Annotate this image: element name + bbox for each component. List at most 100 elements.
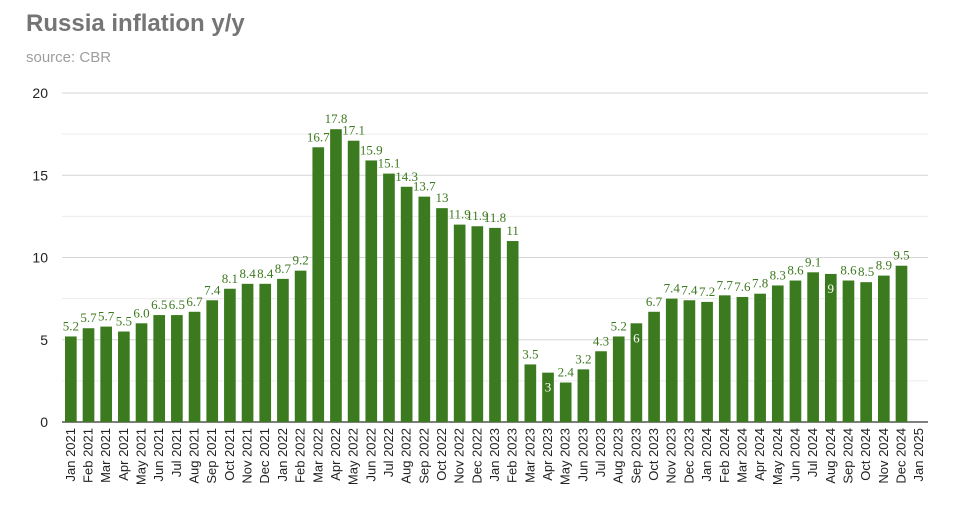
x-tick-label: Apr 2023 [540, 428, 555, 481]
data-label: 17.1 [342, 123, 365, 138]
x-tick-label: Jul 2022 [381, 428, 396, 477]
bar [824, 273, 837, 422]
bar [542, 372, 554, 422]
x-tick-label: Sep 2022 [416, 428, 431, 484]
data-label: 4.3 [593, 333, 609, 348]
bar [294, 270, 307, 422]
data-label: 8.6 [840, 263, 857, 278]
data-label: 7.6 [734, 279, 751, 294]
data-label: 13.7 [413, 179, 436, 194]
data-label: 5.7 [98, 309, 115, 324]
x-tick-label: Dec 2022 [469, 428, 484, 484]
data-label: 17.8 [325, 111, 348, 126]
data-label: 13 [435, 190, 448, 205]
x-tick-label: Sep 2023 [628, 428, 643, 484]
x-tick-label: Jan 2023 [487, 428, 502, 482]
x-tick-label: Mar 2022 [310, 428, 325, 483]
bar [754, 293, 766, 422]
bar [82, 328, 95, 422]
x-tick-label: Feb 2024 [717, 428, 732, 483]
bar [506, 241, 519, 422]
bar [400, 186, 413, 422]
x-tick-label: Jul 2021 [169, 428, 184, 477]
x-tick-label: Jul 2023 [593, 428, 608, 477]
bar [648, 311, 660, 422]
data-label: 16.7 [307, 129, 330, 144]
bar [347, 140, 360, 422]
bar [241, 283, 254, 422]
x-tick-label: Apr 2022 [328, 428, 343, 481]
bar [135, 323, 148, 422]
x-tick-label: Aug 2024 [823, 428, 838, 484]
y-tick-label: 10 [32, 250, 48, 266]
x-tick-label: Jan 2021 [63, 428, 78, 482]
data-label: 6 [633, 330, 640, 345]
bar [224, 288, 236, 422]
x-tick-label: Jan 2025 [911, 428, 926, 482]
bars [65, 129, 908, 422]
data-label: 5.2 [611, 318, 627, 333]
bar [188, 311, 201, 422]
data-label: 7.4 [204, 282, 221, 297]
bar [418, 196, 431, 422]
data-label: 11.8 [484, 210, 506, 225]
bar [436, 208, 448, 422]
data-label: 9.5 [893, 248, 909, 263]
data-label: 5.2 [63, 318, 79, 333]
y-tick-label: 5 [40, 332, 48, 348]
x-axis: Jan 2021 Feb 2021 Mar 2021 Apr 2021 May 2021… [63, 428, 926, 485]
data-label: 9 [828, 281, 835, 296]
bar [736, 296, 749, 422]
data-label: 6.7 [646, 294, 663, 309]
data-label: 7.2 [699, 284, 715, 299]
x-tick-label: Oct 2022 [434, 428, 449, 481]
x-tick-label: May 2022 [346, 428, 361, 485]
bar [365, 160, 378, 422]
data-label: 11.9 [449, 207, 471, 222]
chart-subtitle: source: CBR [26, 49, 112, 66]
bar [171, 315, 183, 422]
data-label: 15.1 [378, 156, 401, 171]
x-tick-label: Jan 2022 [275, 428, 290, 482]
bar [559, 382, 572, 422]
bar [153, 315, 166, 422]
data-label: 9.1 [805, 254, 821, 269]
bar [577, 369, 590, 422]
data-label: 7.4 [681, 282, 698, 297]
bar [489, 227, 501, 422]
x-tick-label: Jun 2021 [151, 428, 166, 482]
bar [595, 351, 607, 422]
bar [771, 285, 784, 422]
data-label: 7.7 [717, 277, 734, 292]
x-tick-label: Sep 2021 [204, 428, 219, 484]
data-label: 7.4 [664, 281, 681, 296]
x-tick-label: Mar 2024 [734, 428, 749, 483]
data-label: 8.1 [222, 271, 238, 286]
y-tick-label: 20 [32, 85, 48, 101]
x-tick-label: May 2024 [770, 428, 785, 485]
chart-title: Russia inflation y/y [26, 10, 245, 37]
data-label: 15.9 [360, 142, 383, 157]
x-tick-label: Aug 2023 [611, 428, 626, 484]
x-tick-label: Feb 2022 [293, 428, 308, 483]
data-label: 6.7 [186, 294, 203, 309]
data-labels: 5.25.7 5.7 5.56.06.5 6.5 6.77.48.1 8.4 8.4 8.79… [63, 111, 910, 394]
bar [612, 336, 625, 422]
bar [277, 278, 289, 422]
data-label: 11 [506, 223, 519, 238]
bar [118, 331, 130, 422]
data-label: 5.5 [116, 314, 132, 329]
x-tick-label: Sep 2024 [840, 428, 855, 484]
x-tick-label: Feb 2023 [505, 428, 520, 483]
x-tick-label: May 2021 [134, 428, 149, 485]
x-tick-label: Nov 2024 [876, 428, 891, 484]
data-label: 8.6 [787, 263, 804, 278]
x-tick-label: Apr 2021 [116, 428, 131, 481]
bar [100, 326, 113, 422]
data-label: 9.2 [292, 253, 308, 268]
x-tick-label: Mar 2021 [98, 428, 113, 483]
bar [524, 364, 537, 422]
x-tick-label: Oct 2023 [646, 428, 661, 481]
x-tick-label: Nov 2022 [452, 428, 467, 484]
